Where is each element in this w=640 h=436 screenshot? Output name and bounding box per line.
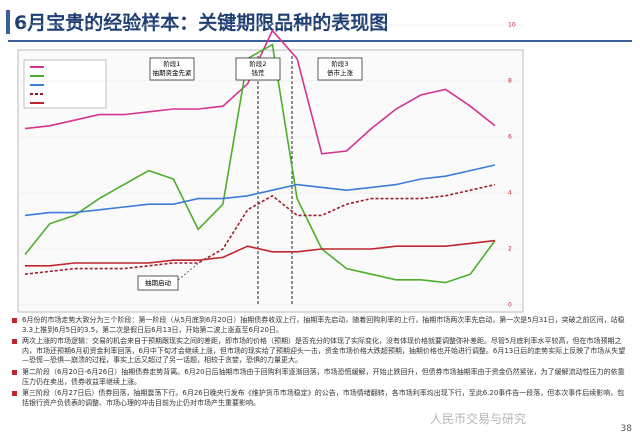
- y-tick-label: 2: [508, 246, 512, 253]
- event-box: [137, 275, 179, 291]
- annotation-text: 抽期资金先紧: [153, 68, 193, 77]
- event-label: 抽期启动: [145, 278, 172, 287]
- series-line: [24, 183, 496, 275]
- notes: 6月份的市场走势大致分为三个阶段：第一阶段（从5月底到6月20日）抽期债券收双上…: [10, 316, 630, 410]
- title-rule: [8, 40, 632, 42]
- y-tick-label: 10: [508, 22, 516, 29]
- series-line: [24, 29, 496, 155]
- annotation-box: [149, 57, 195, 81]
- page-number: 38: [620, 424, 632, 434]
- event-arrow: [177, 261, 201, 281]
- y-tick-label: 0: [508, 302, 512, 309]
- note: 第三阶段（6月27日后）债券回落，抽期震荡下行。6月26日晚央行发布《维护货币市…: [10, 389, 630, 408]
- y-tick-label: 6: [508, 134, 512, 141]
- title-accent: [6, 10, 10, 34]
- annotation-title: 阶段2: [249, 59, 266, 68]
- series-line: [24, 164, 496, 217]
- series-line: [25, 239, 496, 267]
- note: 两次上涨的市场逻辑：交易的机会来自于预期跟现实之间的差距，即市场的价格（预期）是…: [10, 337, 630, 366]
- annotation-text: 债市上涨: [327, 68, 354, 77]
- slide-title: 6月宝贵的经验样本：关键期限品种的表现图: [14, 12, 389, 34]
- annotation-box: [235, 57, 281, 81]
- annotation-title: 阶段3: [331, 59, 348, 68]
- annotation-title: 阶段1: [163, 59, 180, 68]
- annotation-box: [317, 57, 363, 81]
- note: 6月份的市场走势大致分为三个阶段：第一阶段（从5月底到6月20日）抽期债券收双上…: [10, 316, 630, 335]
- annotation-text: 钱荒: [252, 68, 266, 77]
- y-tick-label: 8: [508, 78, 512, 85]
- watermark: 人民币交易与研究: [430, 412, 527, 426]
- note: 第二阶段（6月20日-6月26日）抽期债券走势背离。6月20日后抽期市场由于回购…: [10, 368, 630, 387]
- series-line: [24, 43, 496, 284]
- y-tick-label: 4: [508, 190, 512, 197]
